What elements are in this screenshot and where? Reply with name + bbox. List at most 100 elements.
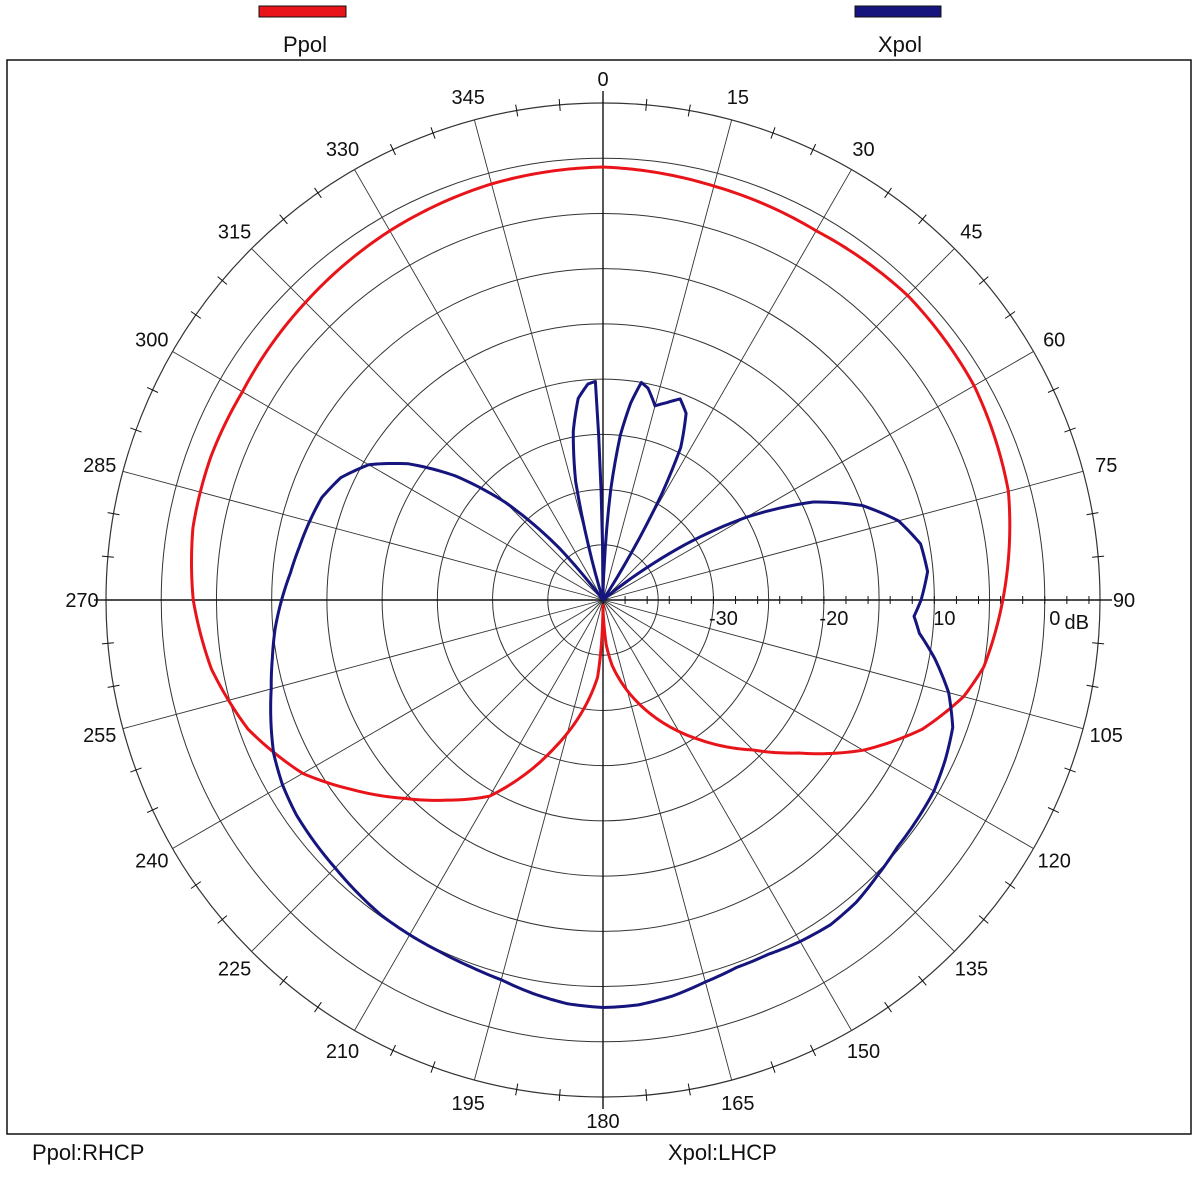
angle-tick [918,214,927,225]
angle-tick [884,187,892,199]
angle-tick [430,127,436,139]
angle-labels: 0 15 30 45 60 75 90 105 120 135 150 165 180 195 210 225… [65,69,1135,1133]
angle-label: 15 [727,87,749,109]
grid-spoke [354,169,604,601]
angle-tick [1004,881,1016,889]
angle-tick [770,127,776,139]
grid-spoke [602,248,955,601]
radial-tick-label: 10 [933,608,955,630]
angle-label: 45 [960,222,982,244]
angle-label: 270 [65,590,98,612]
angle-tick [558,98,561,111]
angle-label: 30 [852,139,874,161]
angle-tick [389,1044,396,1057]
angle-tick [1092,555,1105,558]
grid-spoke [354,599,604,1031]
angle-tick [1047,807,1060,814]
angle-tick [217,915,228,924]
angle-tick [1086,512,1099,516]
angle-tick [1004,311,1016,319]
legend-label-xpol: Xpol [878,32,922,57]
series-line-xpol [269,379,955,1010]
angle-tick [1064,427,1076,433]
angle-tick [279,214,288,225]
angle-tick [101,555,114,558]
grid-spoke [251,599,604,952]
grid-spoke [602,599,1034,849]
plot-frame [6,59,1192,1135]
angle-tick [687,104,691,117]
angle-tick [645,1089,648,1102]
angle-tick [1064,767,1076,773]
angle-tick [314,187,322,199]
angle-tick [146,386,159,393]
radial-tick-label: -30 [709,608,738,630]
legend: Ppol Xpol [258,5,942,57]
grid-spoke [602,599,1084,730]
angle-label: 165 [721,1093,754,1115]
ppol-note: Ppol:RHCP [32,1140,145,1165]
grid-spoke [251,248,604,601]
legend-swatch-ppol [258,5,347,18]
radial-tick-label: -20 [819,608,848,630]
grid-spoke [473,599,604,1081]
angle-tick [1086,684,1099,688]
angle-label: 240 [135,851,168,873]
angle-label: 60 [1043,330,1065,352]
legend-label-ppol: Ppol [283,32,327,57]
grid-spoke [172,351,604,601]
angle-label: 150 [847,1041,880,1063]
angle-tick [1047,386,1060,393]
angle-label: 135 [955,958,988,980]
grid-spoke [602,599,852,1031]
angle-tick [130,427,142,433]
angle-tick [314,1001,322,1013]
series-line-ppol [190,165,1012,802]
angle-label: 300 [135,330,168,352]
angle-tick [107,684,120,688]
angle-tick [810,1044,817,1057]
grid-spoke [602,470,1084,601]
legend-swatch-xpol [854,5,942,18]
angle-tick [645,98,648,111]
radial-tick-label: 0 [1049,608,1060,630]
angle-tick [430,1061,436,1073]
angle-tick [190,311,202,319]
radial-unit-label: dB [1065,612,1089,634]
angle-tick [810,143,817,156]
grid-spoke [172,599,604,849]
angle-tick [978,276,989,285]
angle-tick [101,642,114,645]
angle-tick [515,104,519,117]
angle-label: 195 [451,1093,484,1115]
angle-tick [217,276,228,285]
grid-spoke [602,599,733,1081]
angle-label: 180 [586,1111,619,1133]
angle-label: 330 [326,139,359,161]
angle-tick [389,143,396,156]
angle-label: 105 [1090,725,1123,747]
angle-tick [687,1083,691,1096]
angle-label: 315 [218,222,251,244]
angle-label: 75 [1095,455,1117,477]
angle-tick [146,807,159,814]
angle-tick [190,881,202,889]
grid-spoke [122,599,604,730]
xpol-note: Xpol:LHCP [668,1140,777,1165]
angle-tick [770,1061,776,1073]
grid-spoke [602,119,733,601]
angle-tick [515,1083,519,1096]
grid-spoke [602,351,1034,601]
angle-label: 255 [83,725,116,747]
angle-tick [884,1001,892,1013]
angle-label: 345 [451,87,484,109]
angle-label: 90 [1113,590,1135,612]
angle-tick [279,975,288,986]
grid-spoke [122,470,604,601]
angle-tick [130,767,142,773]
grid-spoke [602,599,955,952]
angle-tick [1092,642,1105,645]
angle-label: 285 [83,455,116,477]
angle-label: 0 [597,69,608,91]
